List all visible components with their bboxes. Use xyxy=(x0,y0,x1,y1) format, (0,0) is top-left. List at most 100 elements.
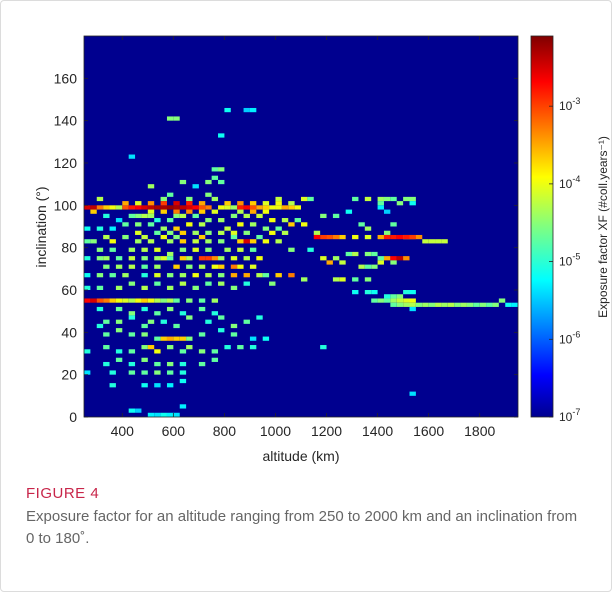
heatmap-cell xyxy=(358,264,365,269)
heatmap-cell xyxy=(320,234,327,240)
heatmap-cell xyxy=(326,234,333,240)
heatmap-cell xyxy=(186,315,193,320)
heatmap-cell xyxy=(256,234,263,240)
heatmap-cell xyxy=(179,179,187,185)
heatmap-cell xyxy=(364,251,372,257)
heatmap-cell xyxy=(269,230,276,235)
heatmap-cell xyxy=(186,205,193,210)
heatmap-cell xyxy=(166,412,174,417)
heatmap-cell xyxy=(115,349,123,354)
heatmap-cell xyxy=(141,264,148,269)
heatmap-cell xyxy=(249,209,257,214)
heatmap-cell xyxy=(211,196,219,202)
heatmap-cell xyxy=(454,302,461,307)
heatmap-cell xyxy=(332,277,340,282)
heatmap-cell xyxy=(224,107,231,113)
heatmap-cell xyxy=(154,412,161,417)
heatmap-cell xyxy=(103,319,110,324)
heatmap-cell xyxy=(103,345,110,350)
heatmap-cell xyxy=(230,234,238,240)
heatmap-cell xyxy=(364,234,372,240)
heatmap-cell xyxy=(122,222,129,227)
heatmap-cell xyxy=(505,302,512,307)
heatmap-cell xyxy=(135,222,142,227)
heatmap-cell xyxy=(154,298,161,303)
heatmap-cell xyxy=(160,234,167,240)
heatmap-cell xyxy=(173,209,180,214)
heatmap-cell xyxy=(166,218,174,223)
heatmap-cell xyxy=(307,196,314,202)
heatmap-cell xyxy=(237,201,244,206)
heatmap-cell xyxy=(198,298,206,303)
heatmap-cell xyxy=(275,205,282,210)
heatmap-cell xyxy=(122,273,129,278)
y-tick-label: 160 xyxy=(54,70,78,86)
heatmap-cell xyxy=(103,332,110,337)
heatmap-cell xyxy=(262,226,270,231)
heatmap-cell xyxy=(281,218,289,223)
heatmap-cell xyxy=(230,264,238,269)
heatmap-cell xyxy=(84,256,91,261)
heatmap-cell xyxy=(115,218,123,223)
heatmap-cell xyxy=(198,306,206,312)
heatmap-cell xyxy=(147,345,155,350)
colorbar-ticks: 10-7 10-6 10-5 10-4 10-3 xyxy=(549,96,580,424)
heatmap-cell xyxy=(179,404,187,409)
heatmap-cell xyxy=(103,234,110,240)
heatmap-cell xyxy=(179,230,187,235)
heatmap-cell xyxy=(237,209,244,214)
heatmap-cell xyxy=(122,201,129,206)
heatmap-cell xyxy=(103,205,110,210)
heatmap-cell xyxy=(460,302,467,307)
colorbar xyxy=(531,36,553,417)
heatmap-cell xyxy=(179,281,187,286)
heatmap-cell xyxy=(179,213,187,219)
heatmap-cell xyxy=(205,256,212,261)
heatmap-cell xyxy=(320,213,327,219)
heatmap-cell xyxy=(166,205,174,210)
heatmap-cell xyxy=(103,264,110,269)
heatmap-cell xyxy=(371,251,378,257)
heatmap-cell xyxy=(383,234,391,240)
heatmap-cell xyxy=(332,234,340,240)
heatmap-cell xyxy=(301,277,308,282)
heatmap-cell xyxy=(339,260,346,265)
heatmap-cell xyxy=(269,281,276,286)
y-tick-label: 0 xyxy=(69,409,77,425)
heatmap-cell xyxy=(160,298,167,303)
heatmap-cell xyxy=(288,247,295,252)
heatmap-cell xyxy=(173,116,180,121)
heatmap-cell xyxy=(396,294,404,299)
heatmap-cell xyxy=(84,285,91,290)
x-tick-label: 400 xyxy=(111,423,135,439)
heatmap-cell xyxy=(230,230,238,235)
heatmap-cell xyxy=(147,412,155,417)
heatmap-cell xyxy=(128,311,136,316)
heatmap-cell xyxy=(326,260,333,265)
heatmap-cell xyxy=(256,315,263,320)
heatmap-cell xyxy=(211,167,219,172)
heatmap-cell xyxy=(166,116,174,121)
heatmap-cell xyxy=(103,298,110,303)
heatmap-cell xyxy=(243,273,250,278)
figure-caption-text: Exposure factor for an altitude ranging … xyxy=(26,508,578,547)
heatmap-cell xyxy=(390,294,397,299)
axes: 400 600 800 1000 1200 1400 1600 1800 0 20 40 60 80 10… xyxy=(54,35,519,439)
heatmap-cell xyxy=(186,209,193,214)
heatmap-cell xyxy=(377,196,384,202)
heatmap-cell xyxy=(218,281,225,286)
heatmap-cell xyxy=(281,205,289,210)
heatmap-cell xyxy=(441,239,448,244)
heatmap-cell xyxy=(396,298,404,303)
heatmap-cell xyxy=(230,273,238,278)
y-tick-label: 60 xyxy=(61,282,77,298)
heatmap-cell xyxy=(166,361,174,367)
heatmap-cell xyxy=(364,196,372,202)
heatmap-cell xyxy=(441,302,448,307)
heatmap-cell xyxy=(186,298,193,303)
heatmap-cell xyxy=(90,239,97,244)
heatmap-cell xyxy=(147,201,155,206)
heatmap-cell xyxy=(511,302,518,307)
heatmap-cell xyxy=(96,273,104,278)
heatmap-cell xyxy=(90,298,97,303)
